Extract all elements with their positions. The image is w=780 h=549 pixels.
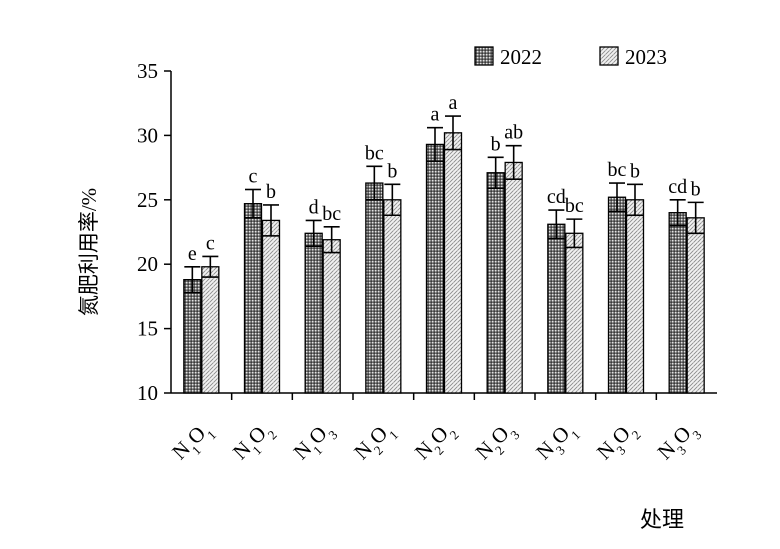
legend-label-2022: 2022 xyxy=(500,45,542,69)
y-tick-label: 15 xyxy=(137,317,158,341)
significance-letter-2022-5: a xyxy=(431,104,440,126)
bar-2023-8 xyxy=(625,199,645,394)
significance-letter-2023-6: ab xyxy=(504,122,523,144)
y-tick-label: 20 xyxy=(137,252,158,276)
bar-2023-3 xyxy=(322,239,341,394)
legend-label-2023: 2023 xyxy=(625,45,667,69)
bar-2023-6 xyxy=(504,161,523,394)
significance-letter-2022-6: b xyxy=(491,133,501,155)
significance-letter-2022-2: c xyxy=(249,165,258,187)
bar-2023-1 xyxy=(201,266,220,394)
bar-2022-6 xyxy=(486,172,505,394)
significance-letter-2023-7: bc xyxy=(565,195,584,217)
significance-letter-2023-4: b xyxy=(387,160,397,182)
significance-letter-2022-9: cd xyxy=(668,176,687,198)
bar-2023-7 xyxy=(565,232,584,394)
x-tick-label: N1O1 xyxy=(167,417,219,469)
y-tick-label: 30 xyxy=(137,123,158,147)
x-tick-label: N3O3 xyxy=(653,417,705,469)
bar-2022-1 xyxy=(183,279,202,394)
legend-swatch-2022 xyxy=(474,46,494,66)
significance-letter-2023-8: b xyxy=(630,160,640,182)
bar-2023-2 xyxy=(261,219,281,394)
significance-letter-2023-2: b xyxy=(266,181,276,203)
bar-2022-7 xyxy=(547,223,566,394)
legend-swatch-2023 xyxy=(599,46,619,66)
bar-2022-5 xyxy=(425,143,445,394)
bar-2023-4 xyxy=(383,199,402,394)
y-tick-label: 35 xyxy=(137,59,158,83)
bar-2023-9 xyxy=(686,217,705,394)
y-tick-label: 10 xyxy=(137,381,158,405)
significance-letter-2022-3: d xyxy=(309,196,319,218)
x-tick-label: N1O2 xyxy=(228,417,280,469)
significance-letter-2023-3: bc xyxy=(322,203,341,225)
significance-letter-2022-8: bc xyxy=(608,159,627,181)
significance-letter-2023-9: b xyxy=(691,178,701,200)
significance-letter-2023-5: a xyxy=(449,92,458,114)
bar-2023-5 xyxy=(443,132,463,394)
bar-2022-2 xyxy=(243,203,263,394)
y-axis-title: 氮肥利用率/% xyxy=(77,188,101,316)
significance-letter-2022-1: e xyxy=(188,243,197,265)
bar-2022-4 xyxy=(365,182,384,394)
x-tick-label: N2O1 xyxy=(349,417,401,469)
x-tick-label: N3O1 xyxy=(531,417,583,469)
significance-letter-2022-7: cd xyxy=(547,186,566,208)
significance-letter-2023-1: c xyxy=(206,232,215,254)
significance-letter-2022-4: bc xyxy=(365,142,384,164)
x-tick-label: N3O2 xyxy=(592,417,644,469)
bar-2022-9 xyxy=(668,212,687,394)
bar-2022-8 xyxy=(607,196,627,394)
x-tick-label: N1O3 xyxy=(289,417,341,469)
legend: 2022 2023 xyxy=(474,45,667,69)
x-tick-label: N2O3 xyxy=(471,417,523,469)
x-tick-label: N2O2 xyxy=(410,417,462,469)
y-tick-label: 25 xyxy=(137,188,158,212)
x-axis-title: 处理 xyxy=(640,507,684,532)
y-axis-ticks: 10 15 20 25 30 35 xyxy=(137,59,658,405)
bar-2022-3 xyxy=(304,232,323,394)
